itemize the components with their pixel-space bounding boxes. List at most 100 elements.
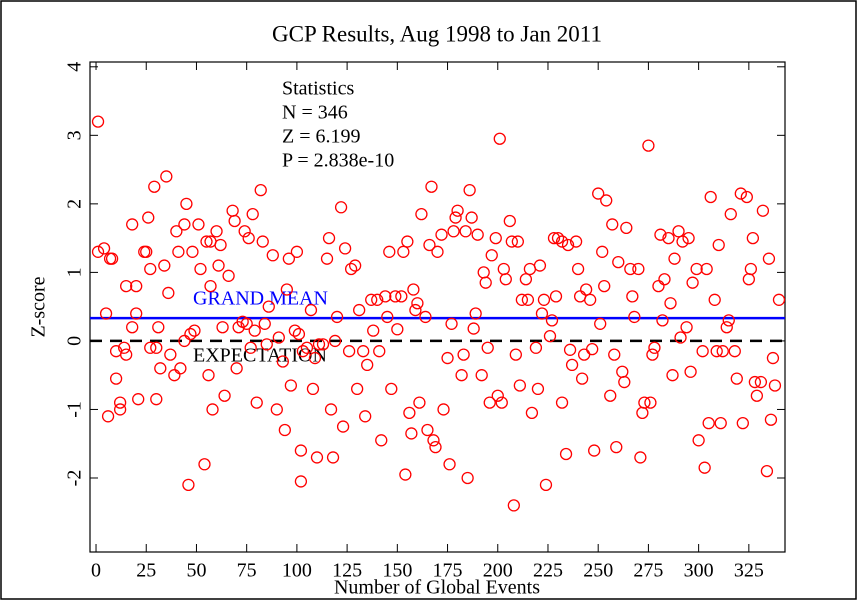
point (612, 255, 625, 269)
point (728, 345, 741, 358)
point (405, 427, 418, 440)
point (545, 314, 559, 327)
point (521, 293, 535, 306)
point (188, 324, 201, 337)
point (734, 187, 747, 200)
point (654, 228, 667, 241)
point (272, 331, 285, 344)
point (230, 362, 243, 375)
point (180, 197, 193, 211)
point (579, 283, 593, 296)
point (359, 410, 372, 423)
point (192, 218, 205, 231)
point (692, 434, 705, 447)
point (555, 396, 569, 409)
point (481, 341, 494, 354)
point (99, 307, 113, 320)
point (746, 231, 760, 245)
x-tick-label: 300 (684, 560, 714, 582)
point (551, 231, 565, 245)
point (280, 283, 293, 296)
point (328, 334, 342, 348)
point (244, 341, 257, 354)
point (648, 341, 661, 354)
point (696, 345, 709, 358)
point (730, 372, 743, 385)
point (126, 321, 139, 334)
point (206, 403, 219, 416)
point (120, 279, 133, 293)
point (563, 343, 577, 356)
point (511, 235, 524, 248)
x-tick-label: 0 (91, 560, 101, 582)
point (575, 372, 589, 385)
point (168, 369, 181, 382)
point (423, 238, 436, 252)
point (91, 245, 105, 258)
y-tick-label: -1 (64, 401, 86, 418)
point (672, 225, 685, 238)
point (419, 310, 432, 324)
point (569, 235, 583, 248)
point (571, 262, 585, 276)
point (700, 262, 713, 276)
point (425, 180, 438, 193)
point (662, 231, 675, 245)
point (716, 345, 729, 358)
x-tick-label: 175 (433, 560, 463, 582)
point (469, 307, 482, 320)
point (379, 290, 392, 303)
point (463, 184, 476, 197)
point (638, 396, 651, 409)
point (371, 293, 384, 306)
point (555, 235, 569, 248)
point (644, 396, 657, 409)
point (270, 403, 283, 416)
point (282, 252, 296, 265)
point (772, 293, 786, 306)
point (656, 314, 669, 327)
point (160, 170, 173, 183)
point (632, 262, 645, 276)
x-tick-label: 125 (332, 560, 362, 582)
point (310, 451, 324, 464)
point (150, 341, 163, 354)
point (698, 461, 711, 474)
point (242, 231, 255, 245)
point (144, 341, 157, 354)
reference-label: EXPECTATION (193, 345, 327, 367)
point (399, 468, 412, 481)
point (240, 317, 253, 330)
point (624, 262, 637, 276)
point (361, 358, 374, 372)
x-tick-label: 50 (186, 560, 206, 582)
point (485, 249, 498, 262)
x-tick-label: 150 (382, 560, 412, 582)
point (608, 348, 621, 361)
point (140, 245, 153, 258)
point (559, 447, 573, 461)
point (278, 423, 291, 437)
x-tick-label: 200 (483, 560, 513, 582)
point (248, 324, 261, 337)
point (150, 393, 163, 406)
point (101, 410, 115, 423)
point (764, 413, 778, 426)
point (294, 475, 308, 488)
point (543, 329, 557, 343)
point (491, 389, 504, 402)
point (222, 269, 235, 282)
point (499, 273, 512, 286)
point (483, 396, 496, 409)
point (756, 204, 770, 217)
point (375, 434, 388, 447)
point (304, 303, 318, 317)
point (471, 228, 484, 241)
point (451, 204, 464, 217)
point (455, 369, 468, 382)
point (164, 348, 177, 361)
point (724, 207, 737, 221)
point (584, 293, 597, 306)
point (334, 201, 348, 214)
point (539, 478, 553, 491)
